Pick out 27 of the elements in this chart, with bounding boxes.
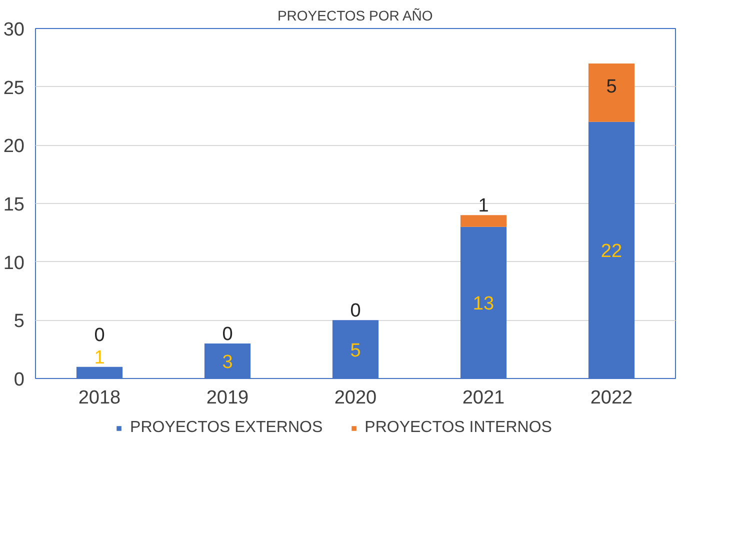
data-label: 3 — [222, 352, 233, 373]
data-label: 1 — [478, 196, 489, 217]
chart-title: PROYECTOS POR AÑO — [277, 8, 433, 24]
data-label: 1 — [94, 347, 105, 368]
y-tick-label: 30 — [3, 20, 25, 40]
data-label: 0 — [350, 300, 361, 322]
data-label: 0 — [94, 325, 105, 346]
y-tick-label: 15 — [3, 194, 25, 216]
data-label: 13 — [472, 294, 494, 315]
y-tick-label: 10 — [3, 252, 25, 274]
x-tick-label: 2022 — [590, 388, 633, 408]
legend-label: PROYECTOS EXTERNOS — [130, 419, 323, 437]
legend-label: PROYECTOS INTERNOS — [364, 419, 552, 437]
y-tick-label: 20 — [3, 136, 25, 158]
x-tick-label: 2019 — [206, 388, 249, 408]
y-tick-label: 25 — [3, 78, 25, 99]
data-label: 22 — [600, 241, 622, 262]
data-label: 5 — [350, 340, 361, 362]
x-tick-label: 2021 — [462, 388, 505, 408]
data-label: 5 — [606, 76, 617, 98]
x-tick-label: 2020 — [334, 388, 377, 408]
y-tick-label: 0 — [14, 370, 25, 390]
bar — [588, 64, 635, 122]
bar — [460, 215, 507, 227]
data-label: 0 — [222, 324, 233, 345]
y-tick-label: 5 — [14, 311, 25, 332]
x-tick-label: 2018 — [78, 388, 121, 408]
